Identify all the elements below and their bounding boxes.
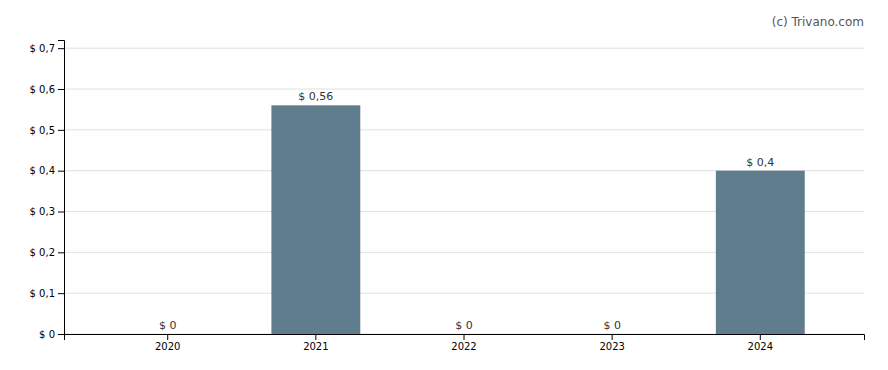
y-axis: $ 0 $ 0,1 $ 0,2 $ 0,3 $ 0,4 $ 0,5 $ 0,6 $ 0,7 (30, 41, 65, 340)
y-tick: $ 0 (39, 329, 64, 340)
tick-mark (612, 334, 613, 340)
tick-label: $ 0,1 (30, 288, 55, 299)
tick-label: $ 0 (39, 329, 55, 340)
tick-label: 2022 (451, 341, 476, 352)
bar (568, 334, 657, 335)
data-label: $ 0,4 (746, 156, 774, 169)
tick-label: $ 0,3 (30, 206, 55, 217)
plot-area: $ 0 $ 0,1 $ 0,2 $ 0,3 $ 0,4 $ 0,5 $ 0,6 $ 0,7 20… (30, 41, 865, 353)
bars (271, 105, 804, 334)
chart-container: $ 0 $ 0,1 $ 0,2 $ 0,3 $ 0,4 $ 0,5 $ 0,6 $ 0,7 20… (0, 0, 888, 370)
tick-mark (315, 334, 316, 340)
data-label: $ 0 (159, 319, 177, 332)
tick-label: 2023 (599, 341, 624, 352)
tick-label: $ 0,2 (30, 247, 55, 258)
x-tick: 2021 (303, 334, 328, 352)
annotation: (c) Trivano.com (772, 15, 864, 29)
tick-mark (58, 334, 64, 335)
tick-mark (58, 212, 64, 213)
bar (420, 334, 509, 335)
axis-line (65, 335, 865, 341)
y-tick: $ 0,7 (30, 43, 64, 54)
bar (271, 105, 360, 334)
data-label: $ 0 (603, 319, 621, 332)
tick-mark (464, 334, 465, 340)
bar (123, 334, 212, 335)
data-label: $ 0,56 (298, 90, 333, 103)
grid (64, 48, 864, 334)
tick-mark (167, 334, 168, 340)
tick-label: 2020 (155, 341, 180, 352)
y-tick: $ 0,6 (30, 84, 64, 95)
data-label: $ 0 (455, 319, 473, 332)
y-tick: $ 0,5 (30, 125, 64, 136)
x-tick: 2024 (748, 334, 773, 352)
chart-svg: $ 0 $ 0,1 $ 0,2 $ 0,3 $ 0,4 $ 0,5 $ 0,6 $ 0,7 20… (0, 0, 888, 370)
tick-mark (58, 293, 64, 294)
tick-mark (58, 130, 64, 131)
data-labels: $ 0 $ 0,56 $ 0 $ 0 $ 0,4 (159, 90, 774, 332)
y-tick: $ 0,2 (30, 247, 64, 258)
tick-label: $ 0,4 (30, 165, 55, 176)
tick-mark (760, 334, 761, 340)
axis-line (58, 41, 65, 335)
bar (716, 171, 805, 334)
tick-mark (58, 171, 64, 172)
y-tick: $ 0,3 (30, 206, 64, 217)
grid-line (64, 89, 864, 90)
y-tick: $ 0,1 (30, 288, 64, 299)
x-tick: 2023 (599, 334, 624, 352)
tick-label: $ 0,5 (30, 125, 55, 136)
tick-label: 2024 (748, 341, 773, 352)
tick-label: $ 0,6 (30, 84, 55, 95)
tick-mark (58, 89, 64, 90)
tick-mark (58, 48, 64, 49)
tick-mark (58, 252, 64, 253)
x-axis: 2020 2021 2022 2023 2024 (65, 334, 865, 352)
grid-line (64, 129, 864, 130)
y-tick: $ 0,4 (30, 165, 64, 176)
x-tick: 2020 (155, 334, 180, 352)
tick-label: 2021 (303, 341, 328, 352)
tick-label: $ 0,7 (30, 43, 55, 54)
x-tick: 2022 (451, 334, 476, 352)
grid-line (64, 48, 864, 49)
